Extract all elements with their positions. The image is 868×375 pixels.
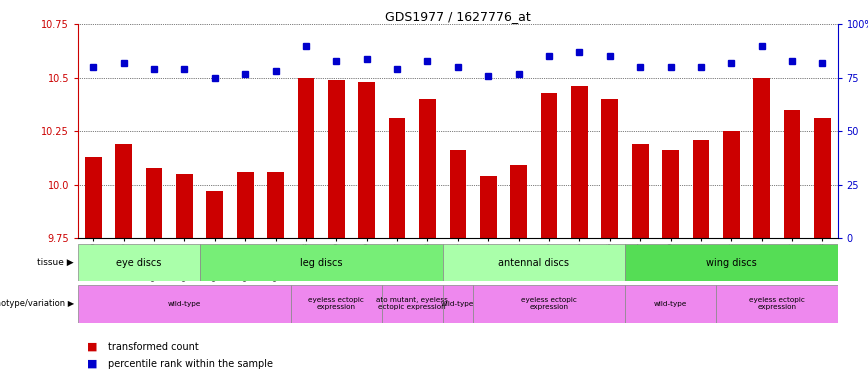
- Bar: [267, 172, 284, 238]
- Bar: [176, 174, 193, 238]
- Text: antennal discs: antennal discs: [498, 258, 569, 267]
- Bar: [389, 118, 405, 238]
- Bar: [443, 244, 625, 281]
- Bar: [473, 285, 625, 322]
- Bar: [602, 99, 618, 238]
- Bar: [625, 244, 838, 281]
- Bar: [146, 168, 162, 238]
- Text: wing discs: wing discs: [706, 258, 757, 267]
- Bar: [480, 176, 496, 238]
- Bar: [382, 285, 443, 322]
- Bar: [693, 140, 709, 238]
- Text: eyeless ectopic
expression: eyeless ectopic expression: [749, 297, 805, 310]
- Bar: [298, 78, 314, 238]
- Bar: [78, 244, 200, 281]
- Bar: [78, 285, 291, 322]
- Text: eyeless ectopic
expression: eyeless ectopic expression: [521, 297, 577, 310]
- Bar: [115, 144, 132, 238]
- Bar: [632, 144, 648, 238]
- Text: wild-type: wild-type: [168, 301, 201, 307]
- Text: tissue ▶: tissue ▶: [37, 258, 74, 267]
- Title: GDS1977 / 1627776_at: GDS1977 / 1627776_at: [385, 10, 530, 23]
- Bar: [358, 82, 375, 238]
- Text: ■: ■: [87, 359, 97, 369]
- Text: eye discs: eye discs: [116, 258, 161, 267]
- Bar: [510, 165, 527, 238]
- Bar: [450, 150, 466, 238]
- Bar: [784, 110, 800, 238]
- Text: wild-type: wild-type: [654, 301, 687, 307]
- Bar: [443, 285, 473, 322]
- Text: genotype/variation ▶: genotype/variation ▶: [0, 299, 74, 308]
- Bar: [419, 99, 436, 238]
- Text: eyeless ectopic
expression: eyeless ectopic expression: [308, 297, 365, 310]
- Bar: [328, 80, 345, 238]
- Bar: [85, 157, 102, 238]
- Text: ato mutant, eyeless
ectopic expression: ato mutant, eyeless ectopic expression: [377, 297, 448, 310]
- Text: leg discs: leg discs: [300, 258, 342, 267]
- Text: ■: ■: [87, 342, 97, 352]
- Bar: [237, 172, 253, 238]
- Bar: [200, 244, 443, 281]
- Text: transformed count: transformed count: [108, 342, 200, 352]
- Text: wild-type: wild-type: [441, 301, 475, 307]
- Bar: [662, 150, 679, 238]
- Bar: [207, 191, 223, 238]
- Bar: [814, 118, 831, 238]
- Bar: [625, 285, 716, 322]
- Bar: [716, 285, 838, 322]
- Bar: [723, 131, 740, 238]
- Bar: [291, 285, 382, 322]
- Bar: [753, 78, 770, 238]
- Bar: [541, 93, 557, 238]
- Bar: [571, 86, 588, 238]
- Text: percentile rank within the sample: percentile rank within the sample: [108, 359, 273, 369]
